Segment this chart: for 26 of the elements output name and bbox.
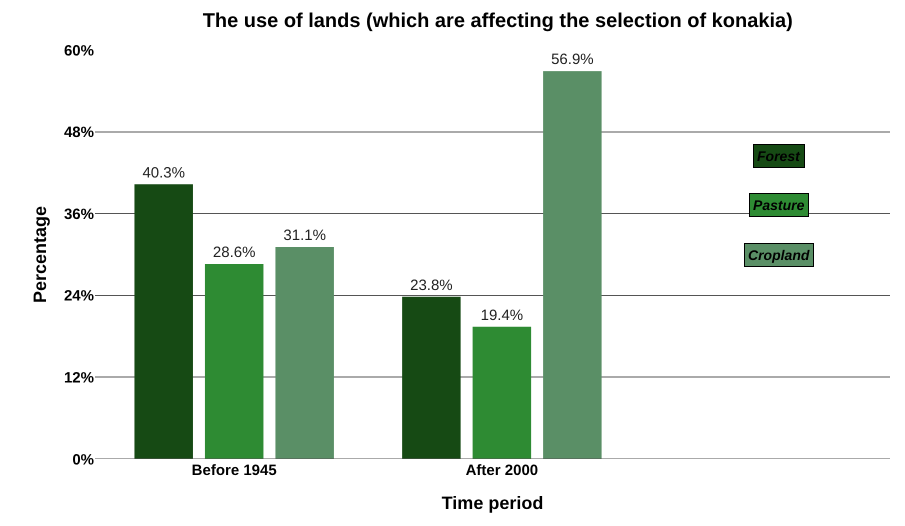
data-label: 40.3%	[142, 164, 185, 182]
y-tick-label: 60%	[64, 42, 94, 60]
y-tick-label: 0%	[72, 451, 94, 468]
y-tick-label: 12%	[64, 369, 94, 386]
x-axis-title: Time period	[442, 493, 544, 514]
y-tick-label: 36%	[64, 206, 94, 223]
bar	[543, 71, 602, 459]
x-tick-label: After 2000	[466, 462, 538, 479]
data-label: 56.9%	[551, 51, 594, 68]
data-label: 19.4%	[480, 306, 524, 324]
bar	[472, 326, 532, 459]
y-tick-label: 48%	[64, 124, 94, 142]
bar	[275, 247, 334, 459]
text: Cropland	[748, 247, 810, 263]
y-tick-label: 24%	[64, 288, 94, 305]
bar	[402, 296, 461, 459]
x-tick-label: Before 1945	[192, 462, 277, 479]
y-axis-title: Percentage	[30, 206, 50, 304]
data-label: 28.6%	[212, 244, 256, 262]
text: Pasture	[753, 197, 805, 213]
bar	[134, 184, 193, 459]
bar	[204, 264, 264, 459]
text: Forest	[757, 148, 802, 164]
chart-title: The use of lands (which are affecting the selection of konakia)	[202, 10, 793, 32]
data-label: 31.1%	[283, 227, 326, 244]
data-label: 23.8%	[410, 276, 453, 294]
